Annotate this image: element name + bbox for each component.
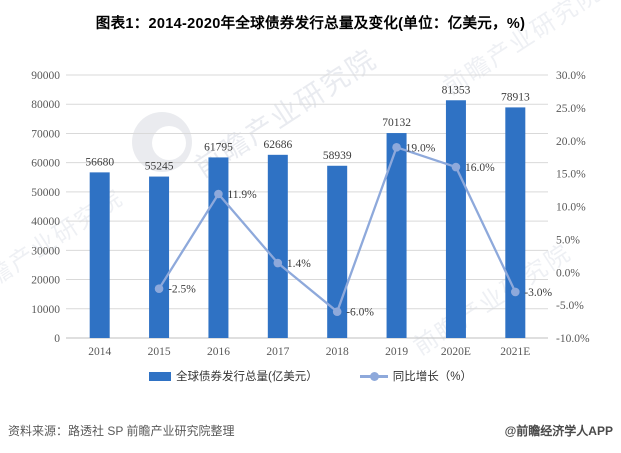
x-axis-tick-label: 2021E bbox=[500, 346, 530, 358]
bar-2017 bbox=[267, 154, 288, 338]
line-value-label: 11.9% bbox=[227, 189, 257, 201]
brand-note: @前瞻经济学人APP bbox=[504, 424, 613, 438]
line-point-2020E bbox=[451, 162, 461, 172]
line-value-label: 16.0% bbox=[465, 162, 495, 174]
legend-item-line: 同比增长（%） bbox=[359, 368, 473, 384]
bar-2021E bbox=[505, 107, 526, 338]
right-axis-tick-label: 0.0% bbox=[556, 267, 580, 279]
right-axis-tick-label: 30.0% bbox=[556, 70, 586, 82]
x-axis-tick-label: 2014 bbox=[88, 346, 111, 358]
x-axis-tick-label: 2016 bbox=[207, 346, 230, 358]
right-axis-tick-label: 25.0% bbox=[556, 103, 586, 115]
left-axis-tick-label: 40000 bbox=[31, 216, 60, 228]
legend: 全球债券发行总量(亿美元） 同比增长（%） bbox=[0, 368, 621, 384]
line-point-2021E bbox=[511, 287, 520, 297]
line-value-label: 19.0% bbox=[406, 142, 436, 154]
bar-series-swatch-icon bbox=[148, 371, 171, 381]
right-axis-tick-label: 5.0% bbox=[556, 234, 580, 246]
line-point-2018 bbox=[332, 307, 342, 316]
line-value-label: 1.4% bbox=[287, 258, 311, 270]
right-axis-tick-label: 10.0% bbox=[556, 202, 586, 214]
line-value-label: -6.0% bbox=[346, 307, 374, 319]
line-point-2017 bbox=[273, 258, 283, 268]
bar-2014 bbox=[89, 172, 110, 338]
right-axis-tick-label: 20.0% bbox=[556, 136, 586, 148]
bar-value-label: 58939 bbox=[323, 150, 352, 162]
x-axis-tick-label: 2017 bbox=[266, 346, 289, 358]
x-axis-tick-label: 2018 bbox=[326, 346, 349, 358]
page-title: 图表1：2014-2020年全球债券发行总量及变化(单位：亿美元，%) bbox=[95, 16, 526, 32]
bar-value-label: 70132 bbox=[382, 117, 411, 129]
left-axis-tick-label: 50000 bbox=[31, 187, 60, 199]
legend-line-label: 同比增长（%） bbox=[392, 371, 473, 383]
right-axis-tick-label: -5.0% bbox=[556, 300, 584, 312]
line-point-2016 bbox=[214, 189, 223, 199]
right-axis-tick-label: -10.0% bbox=[556, 333, 590, 345]
bar-2020E bbox=[445, 100, 466, 338]
line-point-2015 bbox=[154, 284, 164, 293]
left-axis-tick-label: 30000 bbox=[31, 245, 60, 257]
right-axis-tick-label: 15.0% bbox=[556, 169, 586, 181]
bar-value-label: 78913 bbox=[501, 91, 530, 103]
bar-value-label: 56680 bbox=[85, 156, 114, 168]
bar-value-label: 55245 bbox=[145, 161, 174, 173]
bar-value-label: 81353 bbox=[442, 84, 471, 96]
bar-2019 bbox=[386, 133, 407, 338]
left-axis-tick-label: 70000 bbox=[31, 128, 60, 140]
x-axis-tick-label: 2015 bbox=[148, 346, 171, 358]
line-value-label: -2.5% bbox=[168, 284, 196, 296]
bar-2016 bbox=[208, 157, 229, 338]
line-series-swatch-icon bbox=[359, 371, 388, 381]
left-axis-tick-label: 10000 bbox=[31, 304, 60, 316]
left-axis-tick-label: 90000 bbox=[31, 70, 60, 82]
x-axis-tick-label: 2019 bbox=[385, 346, 408, 358]
left-axis-tick-label: 0 bbox=[54, 333, 60, 345]
legend-bar-label: 全球债券发行总量(亿美元） bbox=[175, 371, 318, 383]
bar-value-label: 61795 bbox=[204, 141, 233, 153]
line-value-label: -3.0% bbox=[524, 287, 552, 299]
legend-item-bars: 全球债券发行总量(亿美元） bbox=[148, 368, 318, 384]
left-axis-tick-label: 20000 bbox=[31, 275, 60, 287]
x-axis-tick-label: 2020E bbox=[441, 346, 471, 358]
source-note: 资料来源：路透社 SP 前瞻产业研究院整理 bbox=[8, 424, 235, 438]
left-axis-tick-label: 80000 bbox=[31, 99, 60, 111]
left-axis-tick-label: 60000 bbox=[31, 158, 60, 170]
line-point-2019 bbox=[392, 143, 401, 152]
combo-chart: 90000 80000 70000 60000 50000 40000 30000 20000… bbox=[31, 70, 590, 358]
bar-value-label: 62686 bbox=[263, 139, 292, 151]
bar-2015 bbox=[149, 176, 170, 338]
